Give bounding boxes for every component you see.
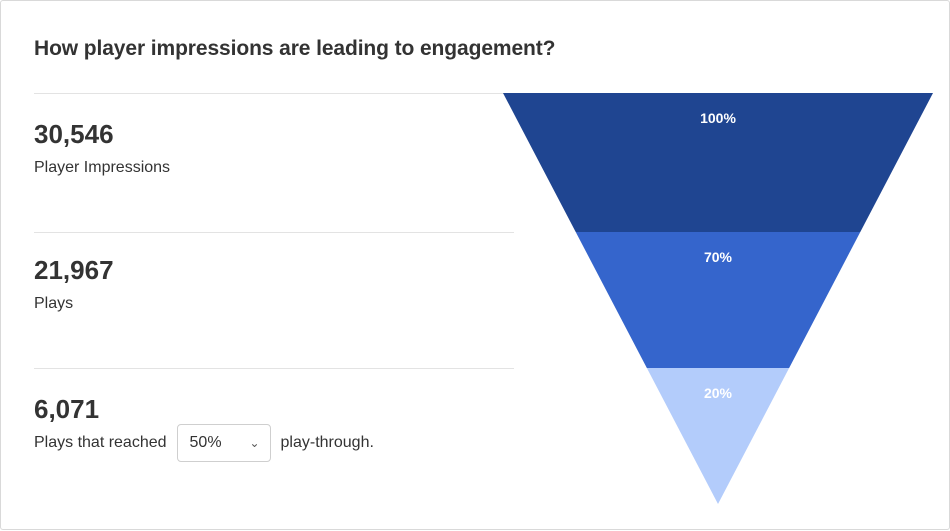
playthrough-select[interactable]: 50% ⌄ bbox=[176, 424, 271, 462]
impressions-value: 30,546 bbox=[34, 119, 114, 149]
funnel-segment bbox=[575, 232, 861, 368]
funnel-percent-label: 20% bbox=[704, 385, 733, 401]
playthrough-label-suffix: play-through. bbox=[280, 434, 374, 451]
plays-value: 21,967 bbox=[34, 255, 114, 285]
playthrough-value: 6,071 bbox=[34, 394, 100, 424]
funnel-percent-label: 70% bbox=[704, 249, 733, 265]
funnel-segment bbox=[503, 93, 933, 232]
impressions-label: Player Impressions bbox=[34, 159, 171, 176]
chevron-down-icon: ⌄ bbox=[249, 436, 260, 450]
plays-label: Plays bbox=[34, 295, 74, 312]
divider bbox=[34, 368, 514, 369]
funnel-percent-label: 100% bbox=[700, 110, 736, 126]
playthrough-label-prefix: Plays that reached bbox=[34, 434, 167, 451]
divider bbox=[34, 232, 514, 233]
divider bbox=[34, 93, 514, 94]
playthrough-select-value: 50% bbox=[189, 434, 222, 451]
card-title: How player impressions are leading to en… bbox=[34, 37, 556, 60]
playthrough-label-row: Plays that reached 50% ⌄ play-through. bbox=[34, 424, 374, 462]
funnel-segment bbox=[646, 368, 790, 504]
